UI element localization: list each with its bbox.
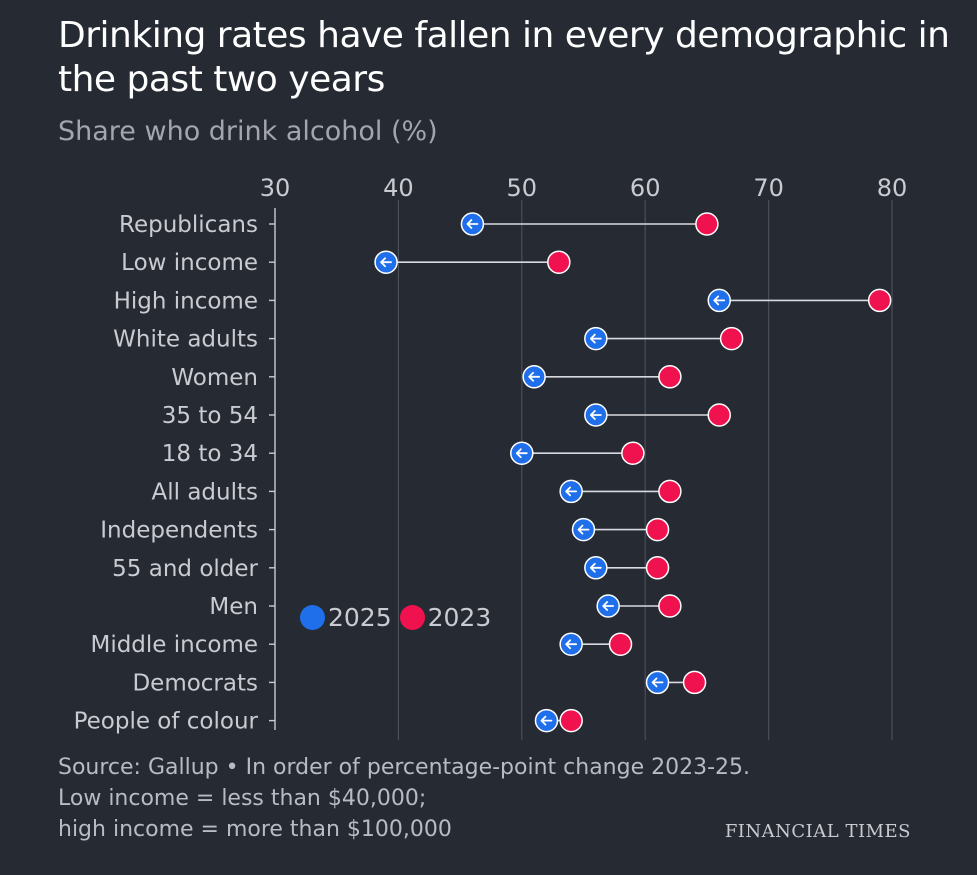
x-tick-label: 50 — [507, 174, 538, 202]
footer-low-income-note: Low income = less than $40,000; — [58, 786, 427, 811]
category-label: Men — [209, 594, 258, 620]
arrow-left-icon — [589, 333, 602, 344]
category-label: Independents — [100, 518, 258, 544]
legend-item-2023: 2023 — [399, 602, 492, 632]
category-label: 35 to 54 — [162, 403, 258, 429]
point-2023 — [621, 441, 645, 465]
point-2023 — [658, 365, 682, 389]
category-label: Democrats — [132, 670, 258, 696]
category-label: White adults — [113, 327, 258, 353]
legend-item-2025: 2025 — [300, 603, 392, 632]
arrow-left-icon — [589, 562, 602, 573]
arrow-left-icon — [380, 257, 392, 268]
category-label: 18 to 34 — [162, 441, 258, 467]
arrow-left-icon — [713, 295, 726, 306]
point-2023 — [559, 708, 583, 733]
point-2023 — [645, 517, 670, 542]
point-2023 — [707, 403, 731, 427]
category-label: 55 and older — [112, 556, 258, 582]
legend: 2025 2023 — [300, 600, 499, 634]
brand-logo: FINANCIAL TIMES — [724, 821, 911, 842]
dumbbell-chart: 30 40 50 60 70 80 Republicans Low income High i… — [74, 174, 908, 740]
arrow-left-icon — [528, 371, 541, 382]
arrow-left-icon — [565, 486, 578, 497]
category-label: All adults — [152, 479, 259, 505]
category-label: Women — [171, 365, 258, 391]
point-2023 — [695, 212, 719, 236]
footer-high-income-note: high income = more than $100,000 — [58, 817, 452, 842]
point-2023 — [719, 326, 744, 351]
category-label: Middle income — [90, 632, 258, 658]
category-label: Low income — [121, 250, 258, 276]
x-tick-label: 60 — [630, 174, 661, 202]
arrow-left-icon — [589, 410, 602, 420]
footer-note: Source: Gallup • In order of percentage-… — [58, 752, 878, 845]
arrow-left-icon — [466, 219, 479, 229]
arrow-left-icon — [651, 677, 664, 688]
category-label: High income — [114, 288, 258, 314]
point-2023 — [608, 632, 633, 656]
legend-dot-2023 — [399, 604, 425, 630]
x-tick-label: 70 — [753, 174, 784, 202]
x-tick-labels: 30 40 50 60 70 80 — [260, 174, 908, 202]
category-labels: Republicans Low income High income White ad… — [74, 212, 259, 735]
chart-subtitle: Share who drink alcohol (%) — [58, 116, 438, 147]
data-marks — [374, 212, 892, 733]
point-2023 — [645, 556, 670, 580]
point-2023 — [658, 594, 682, 618]
category-label: Republicans — [119, 212, 258, 238]
chart-title: Drinking rates have fallen in every demo… — [58, 15, 950, 100]
legend-dot-2025 — [300, 604, 325, 630]
legend-label-2023: 2023 — [427, 602, 492, 632]
arrow-left-icon — [515, 448, 528, 459]
category-label: People of colour — [74, 709, 259, 735]
arrow-left-icon — [577, 524, 590, 535]
point-2023 — [658, 479, 682, 504]
point-2023 — [682, 670, 707, 695]
footer-source: Source: Gallup • In order of percentage-… — [58, 755, 751, 780]
point-2023 — [547, 250, 571, 274]
arrow-left-icon — [602, 601, 615, 611]
arrow-left-icon — [565, 639, 578, 650]
arrow-left-icon — [540, 715, 553, 726]
grid-layer — [269, 200, 893, 740]
x-tick-label: 80 — [877, 174, 908, 202]
legend-label-2025: 2025 — [328, 602, 392, 632]
x-tick-label: 30 — [260, 174, 291, 202]
point-2023 — [867, 288, 892, 313]
x-tick-label: 40 — [383, 174, 414, 202]
